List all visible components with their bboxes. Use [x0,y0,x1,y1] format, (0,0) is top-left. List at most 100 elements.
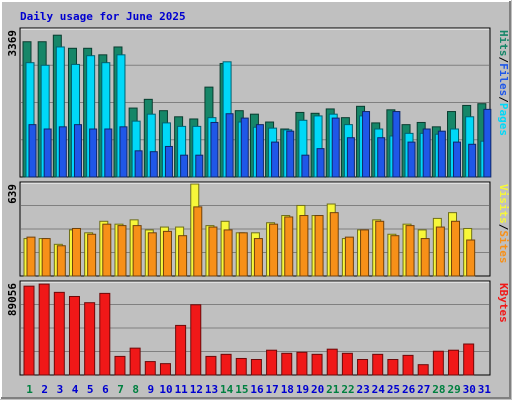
bar-pages-day-26 [407,141,416,178]
bar-sites-day-25 [390,235,400,277]
bar-kbytes-day-12 [190,304,202,376]
legend-part-sep: / [497,224,510,231]
day-label-16: 16 [250,383,264,396]
day-label-6: 6 [102,383,109,396]
bar-pages-day-28 [437,130,446,178]
chart-title: Daily usage for June 2025 [20,10,186,23]
day-label-11: 11 [175,383,189,396]
bar-kbytes-day-11 [175,324,187,376]
day-label-13: 13 [205,383,218,396]
legend-part-sites: Sites [497,230,510,263]
bar-pages-day-8 [134,150,143,178]
day-label-25: 25 [387,383,400,396]
legend-part-pages: Pages [497,103,510,136]
bar-sites-day-17 [269,223,279,277]
bar-pages-day-11 [180,154,189,178]
day-label-31: 31 [478,383,492,396]
bar-pages-day-2 [43,128,52,178]
bar-kbytes-day-27 [417,364,429,376]
day-label-26: 26 [402,383,416,396]
bar-kbytes-day-2 [38,283,50,376]
bar-pages-day-31 [483,108,492,178]
bar-sites-day-6 [102,223,112,277]
day-label-29: 29 [447,383,460,396]
day-label-27: 27 [417,383,430,396]
bar-kbytes-day-10 [159,363,171,376]
bar-sites-day-16 [253,238,263,277]
day-label-10: 10 [159,383,172,396]
bar-kbytes-day-29 [448,349,460,376]
bar-pages-day-3 [58,126,67,178]
bar-kbytes-day-23 [357,359,369,376]
bar-pages-day-7 [119,126,128,178]
bar-kbytes-day-20 [311,353,323,376]
bar-pages-day-5 [89,128,98,178]
bar-pages-day-25 [392,111,401,178]
bar-sites-day-18 [284,216,294,277]
day-label-21: 21 [326,383,340,396]
bar-sites-day-26 [405,225,415,277]
legend-part-files: Files [497,63,510,96]
bar-kbytes-day-3 [53,291,65,376]
bar-sites-day-15 [238,232,248,277]
bar-kbytes-day-16 [250,359,262,376]
day-label-28: 28 [432,383,445,396]
bar-sites-day-5 [87,233,97,277]
bar-kbytes-day-28 [432,350,444,376]
bar-pages-day-19 [301,154,310,178]
bar-pages-day-29 [453,141,462,178]
bar-kbytes-day-4 [68,295,80,376]
bar-sites-day-13 [208,226,218,277]
legend-part-sep: / [497,96,510,103]
bar-pages-day-16 [255,124,264,178]
bar-pages-day-30 [468,143,477,178]
bar-pages-day-17 [271,141,280,178]
bar-sites-day-14 [223,229,233,277]
bar-pages-day-20 [316,148,325,178]
y-max-tick-label: 89056 [6,283,19,316]
bar-sites-day-12 [193,206,203,277]
bar-pages-day-13 [210,121,219,178]
bar-pages-day-4 [73,124,82,178]
day-label-2: 2 [41,383,48,396]
bar-pages-day-9 [149,151,158,178]
bar-pages-day-22 [346,137,355,178]
bar-sites-day-23 [360,229,370,277]
bar-kbytes-day-22 [341,352,353,376]
day-label-1: 1 [26,383,33,396]
bar-kbytes-day-30 [463,343,475,376]
bar-kbytes-day-24 [372,353,384,376]
bar-kbytes-day-25 [387,359,399,376]
bar-sites-day-29 [451,220,461,277]
bar-pages-day-15 [240,117,249,178]
bar-kbytes-day-18 [281,352,293,376]
bar-pages-day-1 [28,124,37,178]
panel-legend-label: Hits/Files/Pages [497,30,510,136]
day-label-30: 30 [463,383,476,396]
day-label-18: 18 [281,383,294,396]
bar-sites-day-11 [178,235,188,277]
bar-kbytes-day-21 [326,348,338,376]
bar-sites-day-3 [56,245,66,277]
bar-pages-day-10 [164,145,173,178]
bar-sites-day-2 [41,238,51,277]
day-label-24: 24 [372,383,386,396]
bar-sites-day-30 [466,239,476,277]
bar-sites-day-22 [344,236,354,277]
legend-part-visits: Visits [497,184,510,224]
bar-pages-day-6 [104,128,113,178]
bar-sites-day-4 [71,227,81,277]
bar-kbytes-day-5 [84,302,96,376]
y-max-tick-label: 639 [6,184,19,204]
bar-sites-day-28 [435,226,445,277]
day-label-12: 12 [190,383,203,396]
panel-legend-label: KBytes [497,283,510,323]
legend-part-sep: / [497,57,510,64]
day-label-22: 22 [341,383,354,396]
bar-sites-day-7 [117,225,127,277]
bar-kbytes-day-17 [266,349,278,376]
day-label-20: 20 [311,383,324,396]
bar-sites-day-19 [299,215,309,277]
